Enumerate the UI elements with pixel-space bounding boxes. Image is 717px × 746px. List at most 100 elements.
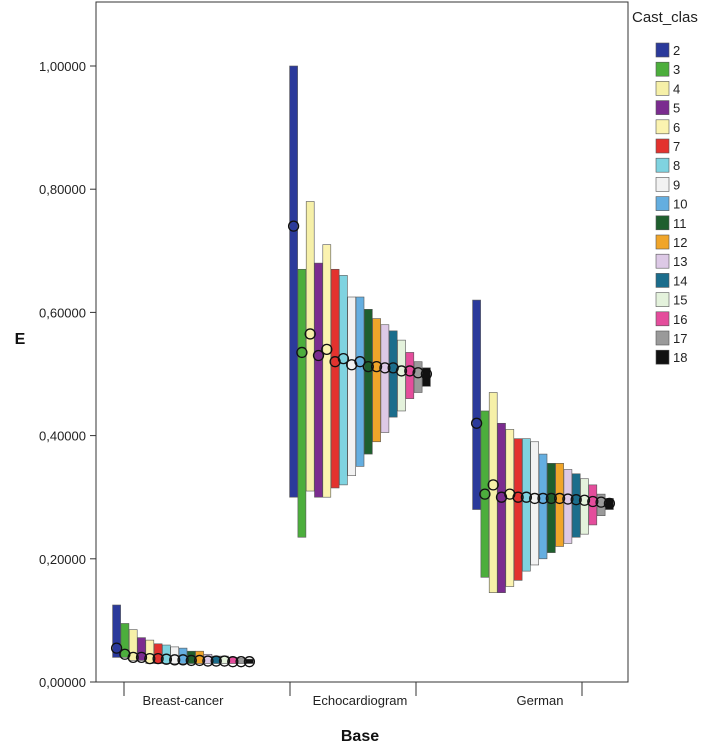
legend-swatch [655,311,670,327]
legend-label: 9 [673,177,680,192]
mean-marker [379,362,391,374]
bar [505,429,515,587]
legend-label: 11 [673,216,687,231]
bar [178,647,188,664]
bar [480,410,490,578]
y-tick-label: 0,80000 [39,182,86,197]
legend-swatch [655,42,670,58]
legend-label: 17 [673,331,687,346]
mean-marker [362,360,374,373]
mean-marker [218,655,231,667]
mean-marker [404,365,416,377]
bar [289,65,298,498]
bar [339,275,348,486]
legend-label: 6 [673,120,680,135]
y-axis-title: E [15,331,26,348]
bar [472,299,481,510]
x-tick-label: German [517,693,564,708]
mean-marker [304,328,316,340]
legend-swatch [655,349,670,365]
legend-label: 4 [673,81,680,96]
legend-swatch [655,215,670,231]
mean-marker [185,654,197,667]
mean-marker [337,352,350,365]
mean-marker [420,368,433,380]
mean-marker [578,494,591,506]
mean-marker [193,654,206,667]
mean-marker [202,655,214,667]
mean-marker [135,651,148,664]
legend-swatch [655,157,670,173]
bar [314,262,323,498]
mean-marker [127,651,139,664]
mean-marker [210,655,222,667]
legend-swatch [655,100,670,115]
y-tick-label: 0,60000 [39,305,86,320]
legend-label: 8 [673,158,680,173]
legend-swatch [655,119,670,135]
bar [355,296,365,467]
mean-marker [235,656,247,668]
mean-marker [169,654,181,666]
legend-swatch [655,177,670,192]
bar [538,453,548,560]
legend-swatch [655,234,670,250]
mean-marker [512,491,524,503]
mean-marker [144,652,156,665]
mean-marker [479,488,491,500]
legend-label: 5 [673,101,680,116]
mean-marker [177,654,189,666]
y-tick-label: 0,00000 [39,675,86,690]
legend-label: 15 [673,293,687,308]
mean-marker [370,360,383,373]
mean-marker [537,492,549,505]
legend-label: 14 [673,273,687,288]
legend-label: 2 [673,43,680,58]
bar [322,244,332,498]
mean-marker [595,496,607,508]
mean-marker [160,653,173,665]
mean-marker [395,365,408,377]
mean-marker [520,491,533,503]
legend-label: 7 [673,139,680,154]
legend-label: 12 [673,235,687,250]
legend-swatch [655,273,670,288]
legend-title: Cast_clas [632,9,698,26]
legend: Cast_clas 2 3 4 5 6 7 8 9 10 11 12 13 14 15 16 17 18 [632,9,698,365]
bar [137,637,146,661]
bar [245,658,254,664]
bar [513,438,523,581]
legend-label: 10 [673,197,687,212]
legend-label: 18 [673,350,687,365]
mean-marker [587,495,599,508]
legend-swatch [655,81,670,96]
bar [580,478,589,535]
bar [305,201,315,492]
mean-marker [227,656,239,668]
bar [372,318,381,443]
mean-marker [470,417,483,429]
legend-label: 13 [673,254,687,269]
y-tick-label: 0,20000 [39,552,86,567]
bar [555,463,564,547]
legend-swatch [655,330,670,346]
mean-marker [562,493,574,505]
mean-marker [354,356,366,368]
mean-marker [545,492,557,505]
mean-marker [243,656,256,668]
legend-swatch [655,253,670,269]
x-tick-label: Breast-cancer [143,693,225,708]
legend-label: 3 [673,62,680,77]
legend-swatch [655,138,670,154]
mean-marker [603,497,616,510]
legend-label: 16 [673,312,687,327]
mean-marker [321,343,333,356]
bar [522,438,531,572]
mean-marker [553,492,566,505]
chart-marks [110,65,616,668]
legend-swatch [655,61,670,77]
bar [347,296,357,476]
mean-marker [312,349,325,362]
y-tick-label: 0,40000 [39,429,86,444]
